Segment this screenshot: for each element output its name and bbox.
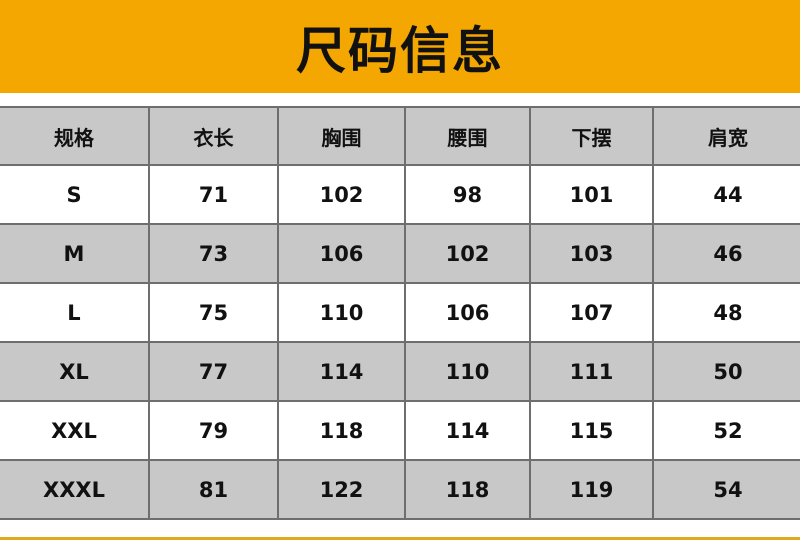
cell-size: M (0, 223, 150, 284)
cell-chest: 110 (277, 282, 406, 343)
cell-size: XL (0, 341, 150, 402)
cell-size: L (0, 282, 150, 343)
size-table: 规格 衣长 胸围 腰围 下摆 肩宽 S 71 102 98 101 44 M 73 106 102… (0, 106, 800, 520)
cell-waist: 102 (404, 223, 531, 284)
title-banner: 尺码信息 (0, 0, 800, 93)
cell-length: 79 (148, 400, 279, 461)
cell-length: 73 (148, 223, 279, 284)
header-chest: 胸围 (277, 106, 406, 166)
cell-shoulder: 48 (652, 282, 800, 343)
cell-shoulder: 50 (652, 341, 800, 402)
table-row: XXXL 81 122 118 119 54 (0, 459, 800, 520)
header-hem: 下摆 (529, 106, 654, 166)
header-shoulder: 肩宽 (652, 106, 800, 166)
table-row: S 71 102 98 101 44 (0, 164, 800, 225)
cell-waist: 118 (404, 459, 531, 520)
cell-chest: 114 (277, 341, 406, 402)
cell-length: 75 (148, 282, 279, 343)
table-row: XL 77 114 110 111 50 (0, 341, 800, 402)
header-size: 规格 (0, 106, 150, 166)
header-waist: 腰围 (404, 106, 531, 166)
cell-waist: 98 (404, 164, 531, 225)
table-header-row: 规格 衣长 胸围 腰围 下摆 肩宽 (0, 106, 800, 166)
bottom-divider (0, 537, 800, 540)
cell-size: S (0, 164, 150, 225)
cell-hem: 101 (529, 164, 654, 225)
header-length: 衣长 (148, 106, 279, 166)
cell-chest: 122 (277, 459, 406, 520)
cell-shoulder: 46 (652, 223, 800, 284)
cell-hem: 107 (529, 282, 654, 343)
page-title: 尺码信息 (296, 21, 504, 80)
cell-hem: 103 (529, 223, 654, 284)
cell-shoulder: 44 (652, 164, 800, 225)
cell-waist: 106 (404, 282, 531, 343)
cell-size: XXXL (0, 459, 150, 520)
cell-waist: 114 (404, 400, 531, 461)
cell-size: XXL (0, 400, 150, 461)
table-row: L 75 110 106 107 48 (0, 282, 800, 343)
cell-waist: 110 (404, 341, 531, 402)
cell-chest: 118 (277, 400, 406, 461)
cell-hem: 119 (529, 459, 654, 520)
cell-length: 71 (148, 164, 279, 225)
table-row: M 73 106 102 103 46 (0, 223, 800, 284)
cell-shoulder: 52 (652, 400, 800, 461)
cell-chest: 106 (277, 223, 406, 284)
cell-hem: 111 (529, 341, 654, 402)
cell-shoulder: 54 (652, 459, 800, 520)
cell-chest: 102 (277, 164, 406, 225)
cell-length: 77 (148, 341, 279, 402)
cell-hem: 115 (529, 400, 654, 461)
table-row: XXL 79 118 114 115 52 (0, 400, 800, 461)
cell-length: 81 (148, 459, 279, 520)
